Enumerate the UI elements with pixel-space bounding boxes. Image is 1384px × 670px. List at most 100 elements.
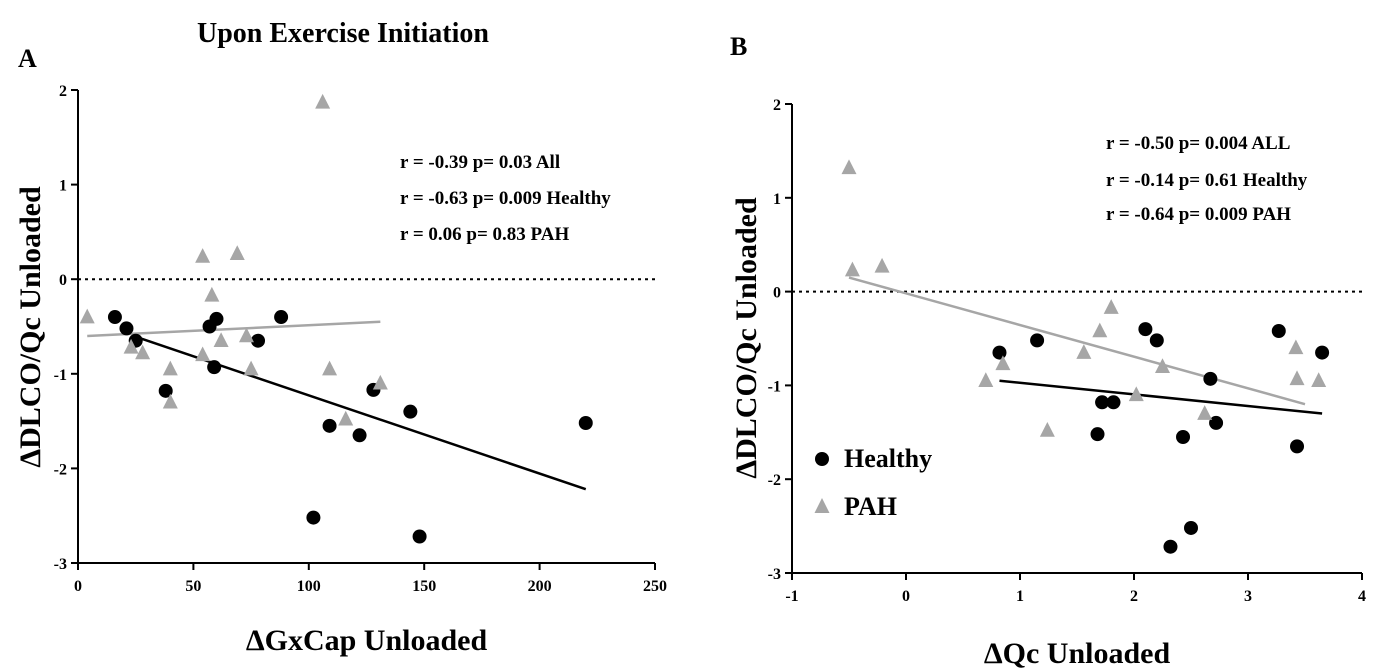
pah-point xyxy=(243,360,259,376)
x-tick-label: 250 xyxy=(643,578,667,595)
legend-pah-marker xyxy=(814,498,830,513)
pah-point xyxy=(1197,405,1213,420)
pah-point xyxy=(874,257,890,273)
pah-point xyxy=(229,245,245,260)
healthy-point xyxy=(1149,333,1164,348)
y-tick-label: 2 xyxy=(59,83,67,100)
healthy-point xyxy=(1290,439,1305,454)
pah-point xyxy=(1039,422,1055,437)
healthy-point xyxy=(1176,429,1191,444)
healthy-point xyxy=(992,345,1007,360)
legend-pah-label: PAH xyxy=(844,492,897,521)
healthy-point xyxy=(1090,427,1105,442)
x-tick-label: 1 xyxy=(1016,588,1024,605)
x-tick-label: 2 xyxy=(1130,588,1138,605)
healthy-point xyxy=(207,360,222,375)
pah-point xyxy=(162,360,178,376)
healthy-point xyxy=(1271,323,1286,338)
healthy-point xyxy=(251,333,266,348)
legend-healthy-marker xyxy=(815,452,829,466)
pah-point xyxy=(1092,322,1108,338)
y-tick-label: 0 xyxy=(59,272,67,289)
correlation-annotation: r = -0.64 p= 0.009 PAH xyxy=(1106,204,1291,225)
x-tick-label: 3 xyxy=(1244,588,1252,605)
healthy-point xyxy=(322,418,337,433)
pah-point xyxy=(338,410,354,426)
pah-regression-line xyxy=(87,320,381,338)
pah-point xyxy=(1311,372,1327,388)
pah-point xyxy=(1155,358,1170,373)
panel-b-plot: -3 -2 -1 0 1 2 -1 0 1 2 3 4 ΔDLCO/Qc Unloaded ΔQc Unl… xyxy=(730,97,1366,670)
healthy-point xyxy=(1030,333,1045,348)
y-tick-label: 1 xyxy=(59,178,67,195)
correlation-annotation: r = -0.39 p= 0.03 All xyxy=(400,152,560,173)
x-axis-label: ΔQc Unloaded xyxy=(984,637,1171,670)
pah-point xyxy=(372,374,388,390)
healthy-point xyxy=(1315,345,1330,360)
pah-point xyxy=(1103,299,1119,314)
panel-a-plot: -3 -2 -1 0 1 2 0 50 100 150 200 250 ΔDLCO/Qc Unloade… xyxy=(14,83,667,657)
x-tick-label: 50 xyxy=(185,578,201,595)
healthy-point xyxy=(412,529,427,544)
pah-point xyxy=(995,355,1011,371)
healthy-point xyxy=(274,310,289,325)
pah-point xyxy=(1288,339,1304,355)
healthy-point xyxy=(352,428,367,443)
healthy-point xyxy=(107,310,122,325)
y-axis-label: ΔDLCO/Qc Unloaded xyxy=(730,197,763,479)
healthy-point xyxy=(1163,539,1178,554)
healthy-point xyxy=(1203,371,1218,386)
panel-b-label: B xyxy=(730,32,747,61)
panel-a-label: A xyxy=(18,44,37,73)
pah-point xyxy=(841,159,857,175)
healthy-point xyxy=(403,404,418,419)
y-axis-label: ΔDLCO/Qc Unloaded xyxy=(14,186,47,468)
x-tick-label: -1 xyxy=(785,588,798,605)
pah-point xyxy=(195,346,211,362)
y-tick-label: -2 xyxy=(54,461,67,478)
pah-point xyxy=(238,327,254,343)
pah-point xyxy=(195,248,211,263)
y-tick-label: -3 xyxy=(768,566,781,583)
healthy-point xyxy=(1184,520,1198,535)
healthy-point xyxy=(306,510,321,525)
healthy-point xyxy=(119,321,134,336)
chart-title: Upon Exercise Initiation xyxy=(197,18,489,49)
x-tick-label: 100 xyxy=(297,578,321,595)
correlation-annotation: r = -0.14 p= 0.61 Healthy xyxy=(1106,170,1308,191)
y-tick-label: 0 xyxy=(773,285,781,302)
x-tick-label: 0 xyxy=(74,578,82,595)
legend-healthy-label: Healthy xyxy=(844,444,932,473)
pah-point xyxy=(978,372,994,388)
pah-point xyxy=(135,344,151,360)
y-tick-label: -3 xyxy=(54,556,67,573)
pah-point xyxy=(1289,370,1305,386)
healthy-regression-line xyxy=(999,379,1323,415)
x-tick-label: 0 xyxy=(902,588,910,605)
pah-point xyxy=(315,93,331,109)
healthy-point xyxy=(1209,415,1224,430)
pah-point xyxy=(162,393,178,409)
healthy-point xyxy=(1106,395,1121,410)
pah-point xyxy=(1076,344,1092,359)
correlation-annotation: r = 0.06 p= 0.83 PAH xyxy=(400,224,569,245)
x-tick-label: 200 xyxy=(528,578,552,595)
healthy-point xyxy=(578,415,593,430)
pah-regression-line xyxy=(848,276,1306,406)
x-tick-label: 150 xyxy=(412,578,436,595)
healthy-point xyxy=(158,383,173,398)
pah-point xyxy=(213,332,229,347)
healthy-regression-line xyxy=(132,334,587,491)
correlation-annotation: r = -0.63 p= 0.009 Healthy xyxy=(400,188,611,209)
healthy-point xyxy=(1095,395,1110,410)
pah-point xyxy=(79,308,95,324)
x-axis-label: ΔGxCap Unloaded xyxy=(246,624,488,657)
x-tick-label: 4 xyxy=(1358,588,1366,605)
y-tick-label: -1 xyxy=(54,367,67,384)
y-tick-label: 2 xyxy=(773,97,781,114)
pah-point xyxy=(322,360,338,376)
y-tick-label: -1 xyxy=(768,378,781,395)
healthy-point xyxy=(1138,322,1153,337)
correlation-annotation: r = -0.50 p= 0.004 ALL xyxy=(1106,133,1290,154)
